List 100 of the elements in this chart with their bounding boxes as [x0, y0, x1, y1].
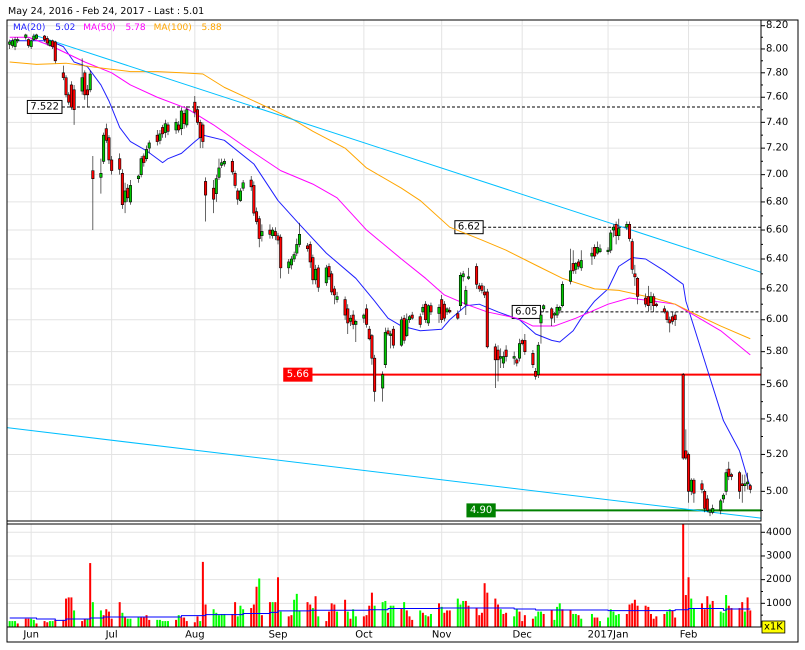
bar [709, 604, 712, 627]
series-label: MA(20) 5.02 [13, 23, 76, 33]
bar [387, 612, 390, 627]
candlestick [8, 39, 12, 50]
bar [73, 610, 76, 627]
bar [105, 609, 108, 627]
candlestick [392, 326, 395, 349]
candlestick [402, 314, 406, 344]
x-tick-label: Aug [185, 630, 205, 640]
bar [456, 598, 459, 627]
text: MA(50) 5.78 [83, 23, 146, 33]
bar [336, 612, 338, 627]
candlestick [316, 264, 320, 292]
bar [258, 578, 260, 627]
bar [242, 609, 244, 627]
candlestick [48, 39, 52, 47]
y-tick-label: 6.40 [766, 254, 788, 264]
bar [540, 612, 542, 627]
bar [443, 612, 446, 627]
x-tick-label: Nov [432, 630, 452, 640]
bar [124, 618, 126, 627]
candlestick [486, 288, 489, 349]
candlestick [531, 350, 534, 368]
candlestick [590, 247, 594, 266]
bar [158, 620, 161, 627]
bar [196, 616, 199, 627]
bar [505, 612, 508, 627]
candlestick [400, 316, 403, 348]
bar [712, 600, 714, 627]
bar [580, 618, 582, 627]
text: MA(100) 5.88 [154, 23, 222, 33]
candlestick [536, 342, 540, 378]
bar [277, 577, 280, 627]
bar [183, 618, 186, 627]
bar [427, 616, 430, 627]
y-tick-label: 5.60 [766, 379, 788, 390]
candlestick [236, 188, 240, 206]
bar [610, 609, 612, 627]
bar [631, 603, 634, 627]
bar [647, 606, 650, 627]
bar [728, 606, 730, 627]
bar [68, 597, 70, 627]
candlestick [365, 304, 368, 328]
bar [239, 606, 242, 627]
bar [290, 615, 292, 627]
x-tick-label: Feb [680, 630, 698, 640]
bar [419, 610, 422, 627]
bar [599, 621, 602, 627]
bar [333, 604, 336, 627]
bar [430, 614, 432, 627]
bar [52, 621, 54, 627]
candlestick [287, 258, 290, 274]
bar [725, 595, 728, 627]
y-tick-label: 7.80 [766, 67, 788, 78]
x-tick-label: Dec [512, 630, 532, 640]
candlestick [448, 306, 452, 314]
bar [156, 620, 158, 627]
candlestick [410, 312, 414, 320]
y-tick-label: 6.80 [766, 196, 788, 208]
bar [462, 600, 464, 627]
bar [306, 602, 309, 627]
bar [438, 603, 440, 627]
y-tick-label: 7.00 [766, 169, 788, 180]
bar [663, 614, 666, 627]
bar [199, 621, 202, 627]
bar [382, 602, 384, 627]
bar [312, 608, 314, 627]
y-axis-title: x1K [764, 622, 784, 632]
bar [500, 609, 502, 627]
candlestick [381, 371, 384, 402]
bar [424, 615, 427, 627]
bar [314, 596, 317, 627]
bar [186, 621, 188, 627]
bar [537, 612, 540, 627]
ref-line-label: 6.05 [515, 306, 538, 318]
bar [615, 615, 618, 627]
bar [164, 621, 166, 627]
bar [27, 618, 30, 627]
bar [572, 614, 574, 627]
candlestick [456, 310, 460, 320]
bar [666, 612, 668, 627]
bar [628, 604, 631, 627]
bar [706, 596, 708, 627]
bar [422, 612, 424, 627]
bar [234, 602, 236, 627]
candlestick [738, 470, 742, 500]
bar [596, 618, 598, 627]
bar [374, 606, 376, 627]
bar [569, 610, 572, 627]
ref-line-label: 5.66 [286, 369, 309, 380]
bar [92, 602, 94, 627]
candlestick [174, 118, 178, 134]
x-tick-label: Jul [104, 630, 118, 640]
bar [406, 610, 408, 627]
bar [256, 586, 258, 627]
bar [594, 618, 596, 627]
candlestick [512, 351, 516, 366]
candlestick [475, 263, 478, 290]
bar [129, 618, 132, 627]
bar [362, 616, 365, 627]
